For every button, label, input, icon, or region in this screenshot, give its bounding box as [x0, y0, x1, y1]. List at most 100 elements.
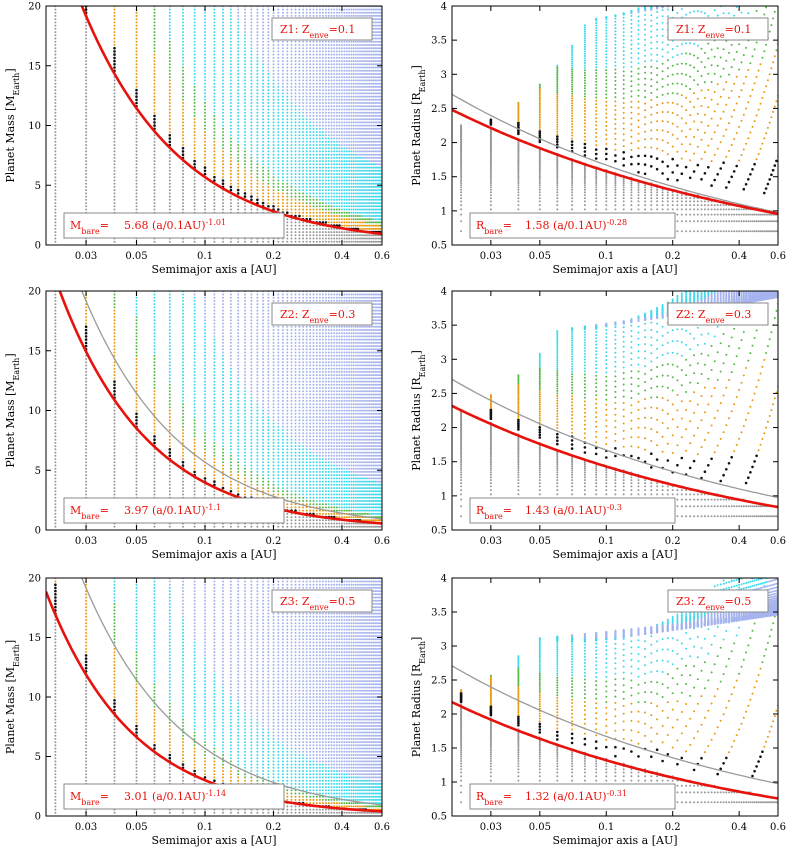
sample-point: [113, 192, 116, 195]
sample-point: [54, 53, 57, 56]
sample-point: [348, 73, 351, 75]
sample-point: [290, 69, 293, 72]
sample-point: [294, 211, 297, 214]
sample-point: [324, 63, 327, 66]
sample-point: [333, 92, 336, 95]
sample-point: [321, 234, 324, 237]
sample-point: [370, 185, 373, 188]
sample-point: [571, 134, 574, 137]
sample-point: [379, 73, 382, 75]
sample-point: [318, 47, 321, 50]
sample-point: [305, 160, 308, 163]
sample-point: [281, 53, 284, 56]
sample-point: [256, 14, 259, 17]
sample-point: [377, 121, 380, 124]
sample-point: [348, 124, 351, 127]
sample-point: [281, 44, 284, 46]
sample-point: [222, 195, 224, 198]
sample-point: [305, 79, 308, 82]
sample-point: [364, 215, 367, 217]
sample-point: [595, 63, 598, 66]
sample-point: [229, 156, 232, 159]
sample-point: [327, 215, 330, 217]
sample-point: [375, 182, 378, 185]
sample-point: [229, 85, 232, 88]
sample-point: [294, 240, 297, 243]
sample-point: [294, 111, 297, 114]
sample-point: [321, 185, 324, 188]
sample-point: [379, 237, 382, 240]
sample-point: [182, 118, 184, 121]
sample-point: [583, 26, 586, 29]
sample-point: [272, 195, 275, 198]
sample-point: [335, 156, 338, 159]
sample-point: [290, 63, 293, 66]
sample-point: [294, 224, 297, 227]
sample-point: [345, 192, 348, 195]
sample-point: [305, 179, 308, 182]
sample-point: [193, 63, 196, 66]
sample-point: [377, 31, 380, 34]
sample-point: [375, 76, 378, 79]
sample-point: [267, 76, 270, 79]
sample-point: [377, 147, 380, 150]
sample-point: [370, 198, 373, 201]
sample-point: [267, 44, 270, 46]
sample-point: [244, 127, 246, 130]
sample-point: [302, 147, 305, 150]
sample-point: [366, 227, 369, 230]
sample-point: [113, 131, 116, 134]
sample-point: [298, 192, 301, 195]
sample-point: [135, 69, 138, 72]
sample-point: [54, 221, 57, 224]
sample-point: [374, 11, 377, 14]
sample-point: [354, 182, 357, 185]
sample-point: [294, 221, 297, 224]
sample-point: [377, 79, 380, 82]
sample-point: [236, 188, 240, 192]
sample-point: [375, 237, 378, 240]
sample-point: [595, 66, 598, 69]
sample-point: [361, 73, 363, 75]
sample-point: [343, 163, 346, 166]
sample-point: [302, 85, 305, 88]
sample-point: [204, 11, 206, 14]
sample-point: [364, 224, 367, 227]
sample-point: [364, 185, 367, 188]
sample-point: [538, 175, 541, 178]
sample-point: [298, 40, 301, 43]
sample-point: [203, 166, 207, 169]
sample-point: [294, 227, 297, 230]
sample-point: [363, 63, 365, 66]
sample-point: [370, 40, 373, 43]
sample-point: [302, 163, 305, 166]
sample-point: [315, 202, 318, 205]
sample-point: [370, 111, 373, 114]
sample-point: [294, 237, 297, 240]
sample-point: [229, 27, 232, 30]
sample-point: [318, 69, 321, 72]
sample-point: [244, 85, 246, 88]
sample-point: [302, 185, 305, 188]
sample-point: [213, 8, 216, 11]
sample-point: [368, 156, 371, 159]
sample-point: [204, 89, 206, 92]
y-tick-label: 0: [35, 241, 41, 252]
sample-point: [321, 47, 324, 50]
sample-point: [135, 56, 138, 59]
sample-point: [363, 89, 365, 92]
sample-point: [366, 98, 369, 101]
sample-point: [281, 8, 284, 11]
sample-point: [318, 105, 321, 108]
sample-point: [377, 34, 380, 37]
sample-point: [350, 11, 353, 14]
sample-point: [359, 76, 361, 79]
sample-point: [277, 85, 280, 88]
sample-point: [335, 163, 338, 166]
sample-point: [135, 114, 138, 117]
sample-point: [318, 185, 321, 188]
sample-point: [309, 240, 312, 243]
sample-point: [272, 137, 275, 140]
sample-point: [321, 56, 324, 59]
sample-point: [309, 8, 312, 11]
